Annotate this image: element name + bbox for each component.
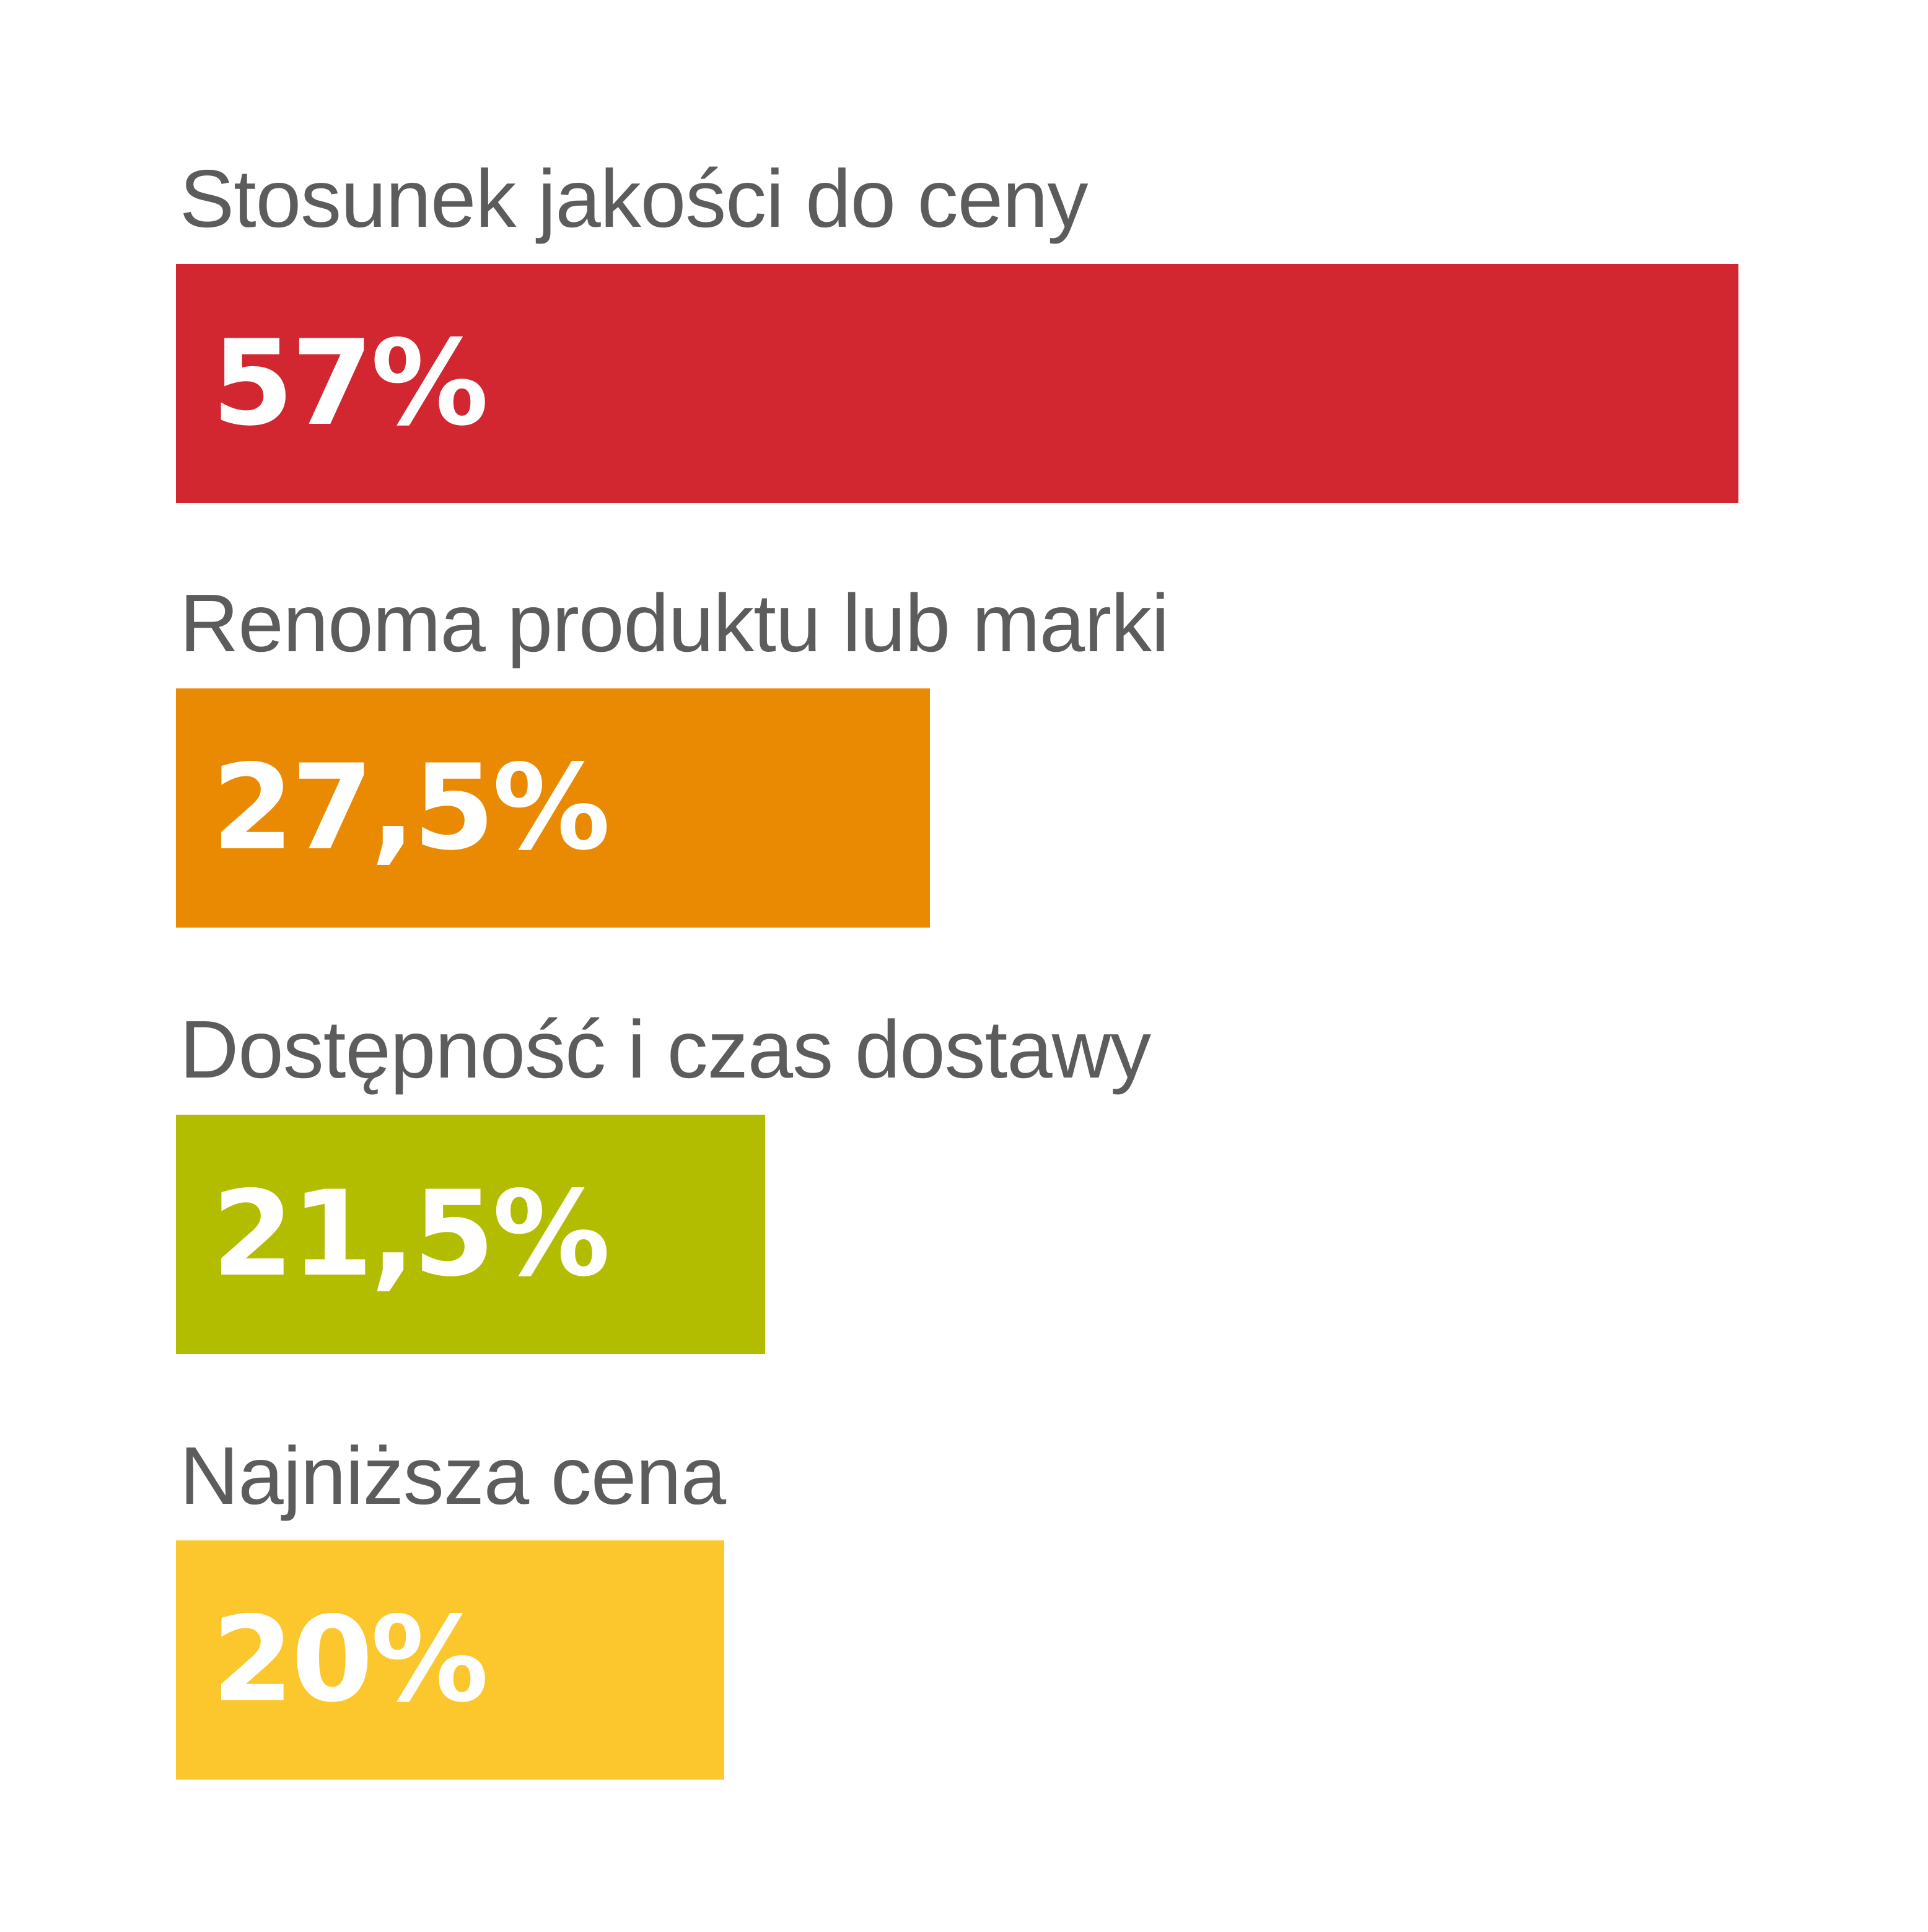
category-label: Renoma produktu lub marki <box>180 577 1169 669</box>
bar: 20% <box>176 1540 724 1780</box>
category-label: Najniższa cena <box>180 1430 726 1521</box>
bar-value-label: 27,5% <box>212 739 610 876</box>
category-label: Dostępność i czas dostawy <box>180 1004 1151 1095</box>
bar-value-label: 21,5% <box>212 1166 610 1302</box>
category-label: Stosunek jakości do ceny <box>180 153 1089 244</box>
bar-value-label: 57% <box>212 315 489 452</box>
bar: 57% <box>176 264 1738 503</box>
bar: 21,5% <box>176 1115 765 1354</box>
bar-value-label: 20% <box>212 1591 489 1728</box>
bar: 27,5% <box>176 688 930 928</box>
